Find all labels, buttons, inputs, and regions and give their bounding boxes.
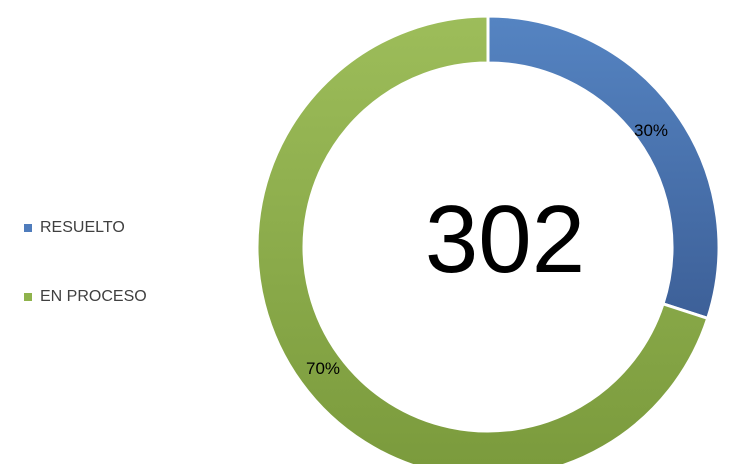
center-total-label: 302 xyxy=(425,186,585,293)
legend-item-en-proceso: EN PROCESO xyxy=(24,285,147,309)
chart-legend: RESUELTO EN PROCESO xyxy=(24,216,147,354)
data-label-en-proceso: 70% xyxy=(306,359,340,378)
slice-en-proceso xyxy=(255,14,710,464)
legend-label-resuelto: RESUELTO xyxy=(40,219,125,236)
legend-item-resuelto: RESUELTO xyxy=(24,216,147,240)
legend-swatch-en-proceso xyxy=(24,293,32,301)
legend-label-en-proceso: EN PROCESO xyxy=(40,288,147,305)
data-label-resuelto: 30% xyxy=(634,121,668,140)
legend-swatch-resuelto xyxy=(24,224,32,232)
